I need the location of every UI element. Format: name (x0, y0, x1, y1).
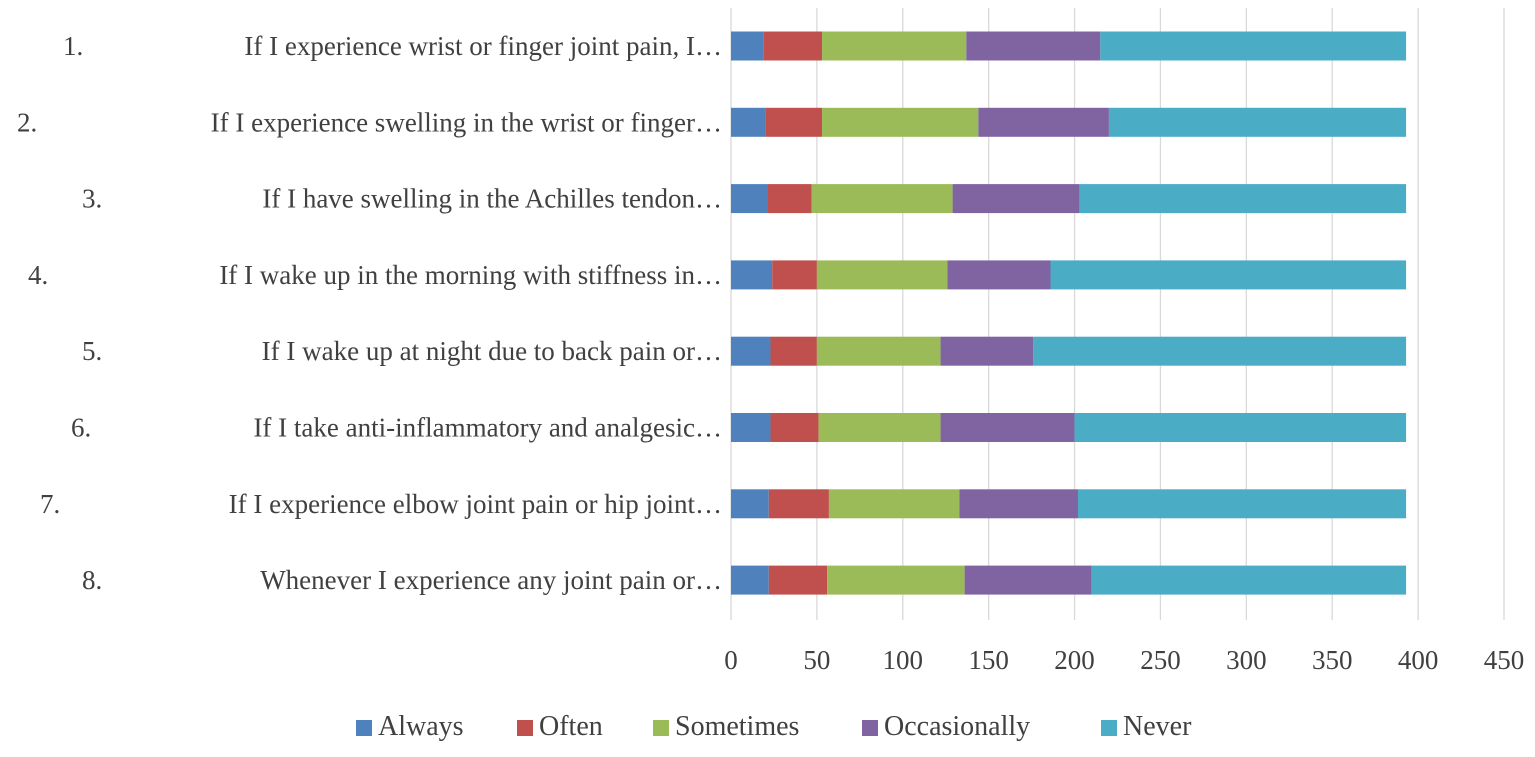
bar-segment-occasionally (940, 336, 1034, 366)
bar-segment-always (731, 184, 768, 214)
x-tick-label: 450 (1484, 645, 1525, 675)
legend-swatch-occasionally (862, 720, 878, 736)
legend: Always Often Sometimes Occasionally Never (356, 711, 1192, 742)
x-tick-label: 150 (968, 645, 1009, 675)
bar-segment-never (1033, 336, 1407, 366)
bar-segment-never (1108, 107, 1407, 137)
bar-segment-occasionally (964, 565, 1092, 595)
bar-segment-always (731, 489, 769, 519)
legend-swatch-never (1101, 720, 1117, 736)
legend-label-always: Always (378, 711, 464, 742)
bar-segment-never (1091, 565, 1407, 595)
bar-segment-sometimes (816, 336, 941, 366)
bar-segment-sometimes (822, 31, 967, 61)
legend-swatch-often (517, 720, 533, 736)
bar-segment-always (731, 31, 764, 61)
bar-segment-sometimes (818, 413, 941, 442)
legend-label-never: Never (1123, 711, 1192, 742)
x-tick-label: 0 (724, 645, 738, 675)
category-labels: 1. If I experience wrist or finger joint … (17, 31, 722, 595)
bar-segment-never (1074, 413, 1407, 442)
bar-segment-often (768, 489, 829, 519)
category-number: 8. (82, 565, 102, 595)
bar-segment-sometimes (811, 184, 953, 214)
legend-label-sometimes: Sometimes (675, 711, 799, 742)
bar-segment-often (770, 413, 819, 442)
bar-segment-occasionally (947, 260, 1051, 290)
category-label: If I experience swelling in the wrist or… (211, 107, 722, 137)
category-number: 1. (63, 31, 83, 61)
x-axis-tick-labels: 0 50 100 150 200 250 300 350 400 450 (724, 645, 1524, 675)
legend-swatch-always (356, 720, 372, 736)
category-label: If I wake up in the morning with stiffne… (219, 260, 722, 290)
bar-segment-always (731, 336, 771, 366)
bars (731, 31, 1407, 595)
legend-label-often: Often (539, 711, 603, 742)
bar-segment-occasionally (966, 31, 1101, 61)
category-label: If I have swelling in the Achilles tendo… (262, 184, 722, 214)
bar-segment-occasionally (940, 413, 1075, 442)
x-tick-label: 250 (1140, 645, 1181, 675)
bar-segment-occasionally (978, 107, 1109, 137)
bar-segment-always (731, 413, 771, 442)
x-tick-label: 400 (1398, 645, 1439, 675)
bar-segment-often (768, 565, 828, 595)
bar-segment-never (1077, 489, 1407, 519)
bar-segment-often (763, 31, 823, 61)
bar-segment-occasionally (952, 184, 1080, 214)
x-tick-label: 100 (883, 645, 924, 675)
bar-segment-always (731, 107, 766, 137)
category-number: 6. (71, 413, 91, 443)
category-label: If I experience elbow joint pain or hip … (229, 489, 722, 519)
category-number: 4. (28, 260, 48, 290)
category-label: If I experience wrist or finger joint pa… (244, 31, 722, 61)
bar-segment-sometimes (828, 489, 960, 519)
legend-label-occasionally: Occasionally (884, 711, 1030, 742)
x-tick-label: 200 (1054, 645, 1095, 675)
category-number: 2. (17, 107, 37, 137)
bar-segment-always (731, 260, 773, 290)
legend-swatch-sometimes (653, 720, 669, 736)
gridlines (730, 8, 1505, 620)
bar-segment-sometimes (827, 565, 965, 595)
category-number: 5. (82, 336, 102, 366)
bar-segment-never (1050, 260, 1407, 290)
category-number: 7. (40, 489, 60, 519)
category-number: 3. (82, 184, 102, 214)
bar-segment-always (731, 565, 769, 595)
bar-segment-never (1100, 31, 1407, 61)
bar-segment-often (767, 184, 812, 214)
bar-segment-occasionally (959, 489, 1078, 519)
x-tick-label: 300 (1226, 645, 1267, 675)
category-label: If I take anti-inflammatory and analgesi… (253, 413, 722, 443)
category-label: Whenever I experience any joint pain or… (260, 565, 722, 595)
bar-segment-often (765, 107, 823, 137)
x-tick-label: 350 (1312, 645, 1353, 675)
x-tick-label: 50 (803, 645, 830, 675)
bar-segment-sometimes (822, 107, 979, 137)
bar-segment-sometimes (816, 260, 948, 290)
bar-segment-often (772, 260, 817, 290)
category-label: If I wake up at night due to back pain o… (262, 336, 722, 366)
bar-segment-never (1079, 184, 1407, 214)
bar-segment-often (770, 336, 817, 366)
